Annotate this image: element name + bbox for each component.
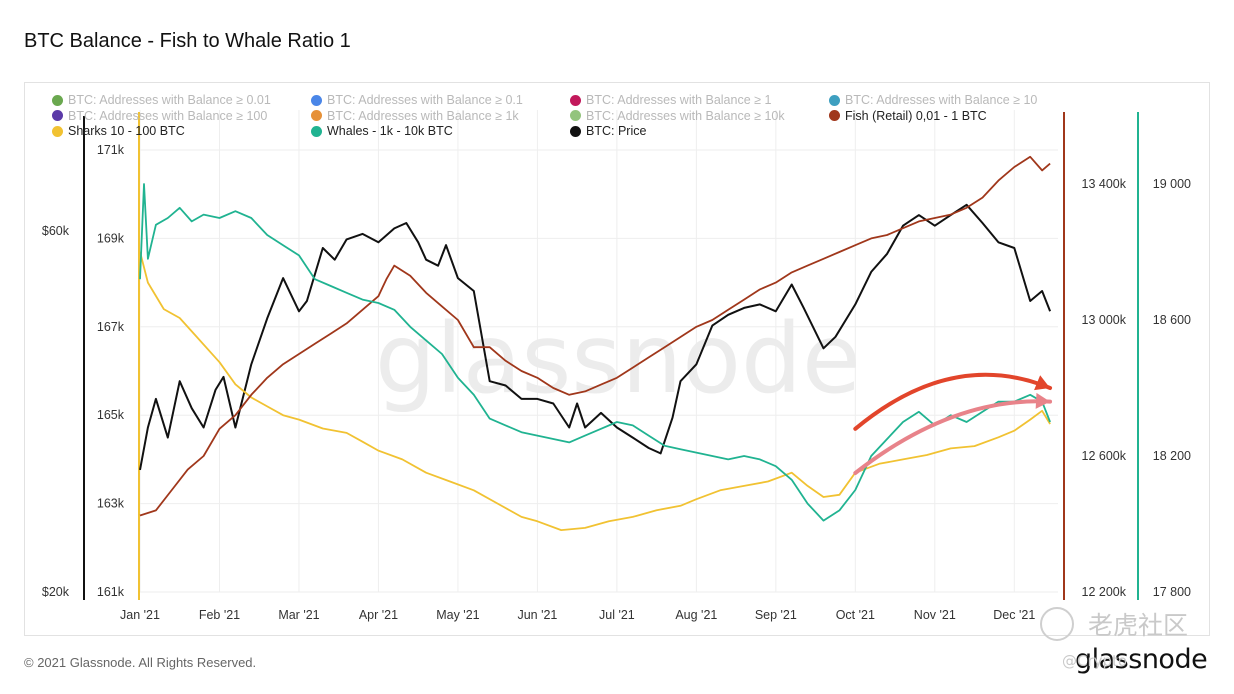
legend-label: Sharks 10 - 100 BTC	[68, 124, 185, 138]
legend-item[interactable]: BTC: Addresses with Balance ≥ 10k	[570, 109, 785, 123]
sharks-tick-label: 161k	[97, 585, 125, 599]
legend-item[interactable]: BTC: Addresses with Balance ≥ 0.1	[311, 93, 523, 107]
legend-dot-icon	[570, 125, 581, 137]
whales-tick-label: 17 800	[1153, 585, 1191, 599]
series-whales-1k-10k-btc	[139, 183, 1051, 522]
x-tick-label: Nov '21	[914, 608, 956, 622]
annotation-arrowhead	[1034, 375, 1051, 391]
legend-label: BTC: Addresses with Balance ≥ 0.01	[68, 93, 271, 107]
tick-labels: Jan '21 Feb '21 Mar '21 Apr '21 May '21 Jun '…	[42, 143, 1191, 622]
legend-item[interactable]: Fish (Retail) 0,01 - 1 BTC	[829, 109, 987, 123]
overlay-handle: @Crypto	[1062, 652, 1128, 670]
annotations	[853, 372, 1053, 475]
legend-item[interactable]: BTC: Addresses with Balance ≥ 1	[570, 93, 771, 107]
whales-tick-label: 19 000	[1153, 177, 1191, 191]
sharks-tick-label: 169k	[97, 231, 125, 245]
x-tick-label: May '21	[436, 608, 479, 622]
tiger-community-icon	[1040, 607, 1074, 641]
legend-dot-icon	[829, 94, 840, 106]
x-tick-label: Dec '21	[993, 608, 1035, 622]
legend-item[interactable]: BTC: Addresses with Balance ≥ 100	[52, 109, 267, 123]
x-tick-label: Jun '21	[517, 608, 557, 622]
x-tick-label: Oct '21	[836, 608, 875, 622]
legend-label: Whales - 1k - 10k BTC	[327, 124, 453, 138]
legend-dot-icon	[311, 110, 322, 121]
copyright-footer: © 2021 Glassnode. All Rights Reserved.	[24, 655, 257, 670]
grid	[139, 110, 1058, 593]
legend-dot-icon	[311, 94, 322, 106]
chart-title: BTC Balance - Fish to Whale Ratio 1	[24, 30, 351, 52]
x-tick-label: Mar '21	[278, 608, 319, 622]
whales-tick-label: 18 600	[1153, 313, 1191, 327]
series-btc-price	[139, 203, 1052, 471]
annotation-arrow	[853, 372, 1053, 431]
legend-item[interactable]: BTC: Addresses with Balance ≥ 10	[829, 93, 1037, 107]
legend-dot-icon	[829, 110, 840, 121]
annotation-arrowhead	[1035, 392, 1051, 409]
series-layer	[139, 155, 1052, 531]
series-fish-retail-0-01-1-btc	[139, 155, 1051, 517]
legend-label: BTC: Addresses with Balance ≥ 1	[586, 93, 772, 107]
annotation-arrow	[853, 399, 1053, 475]
x-tick-label: Sep '21	[755, 608, 797, 622]
legend-dot-icon	[52, 110, 63, 121]
legend-label: BTC: Addresses with Balance ≥ 10	[845, 93, 1038, 107]
legend-label: Fish (Retail) 0,01 - 1 BTC	[845, 108, 987, 123]
legend-dot-icon	[570, 110, 581, 121]
x-tick-label: Jul '21	[599, 608, 635, 622]
fish-tick-label: 13 000k	[1082, 313, 1127, 327]
glassnode-watermark: glassnode	[375, 303, 861, 415]
overlay-watermark: 老虎社区	[1088, 611, 1189, 640]
fish-tick-label: 13 400k	[1082, 177, 1127, 191]
legend-item[interactable]: BTC: Addresses with Balance ≥ 1k	[311, 109, 519, 123]
series-sharks-10-100-btc	[139, 251, 1051, 531]
legend-dot-icon	[570, 94, 581, 106]
x-tick-label: Aug '21	[675, 608, 717, 622]
sharks-tick-label: 165k	[97, 408, 125, 422]
legend-label: BTC: Addresses with Balance ≥ 100	[68, 108, 268, 123]
legend-item[interactable]: Sharks 10 - 100 BTC	[52, 124, 185, 138]
sharks-tick-label: 171k	[97, 143, 125, 157]
price-tick-label: $60k	[42, 224, 70, 238]
sharks-tick-label: 163k	[97, 497, 125, 511]
watermark: glassnode	[375, 303, 861, 415]
fish-tick-label: 12 600k	[1082, 449, 1127, 463]
legend-dot-icon	[311, 125, 322, 137]
legend-dot-icon	[52, 94, 63, 106]
price-tick-label: $20k	[42, 585, 70, 599]
legend-item[interactable]: Whales - 1k - 10k BTC	[311, 124, 453, 138]
x-tick-label: Apr '21	[359, 608, 398, 622]
x-tick-label: Jan '21	[120, 608, 160, 622]
glassnode-logo: glassnode	[1075, 644, 1208, 675]
legend-item[interactable]: BTC: Addresses with Balance ≥ 0.01	[52, 93, 271, 107]
legend-label: BTC: Addresses with Balance ≥ 10k	[586, 108, 785, 123]
whales-tick-label: 18 200	[1153, 449, 1191, 463]
sharks-tick-label: 167k	[97, 320, 125, 334]
legend-label: BTC: Price	[586, 124, 647, 138]
legend-label: BTC: Addresses with Balance ≥ 0.1	[327, 93, 523, 107]
legend-label: BTC: Addresses with Balance ≥ 1k	[327, 108, 519, 123]
legend-item[interactable]: BTC: Price	[570, 124, 646, 138]
fish-tick-label: 12 200k	[1082, 585, 1127, 599]
legend-dot-icon	[52, 125, 63, 137]
axes	[83, 112, 1139, 600]
x-tick-label: Feb '21	[199, 608, 240, 622]
